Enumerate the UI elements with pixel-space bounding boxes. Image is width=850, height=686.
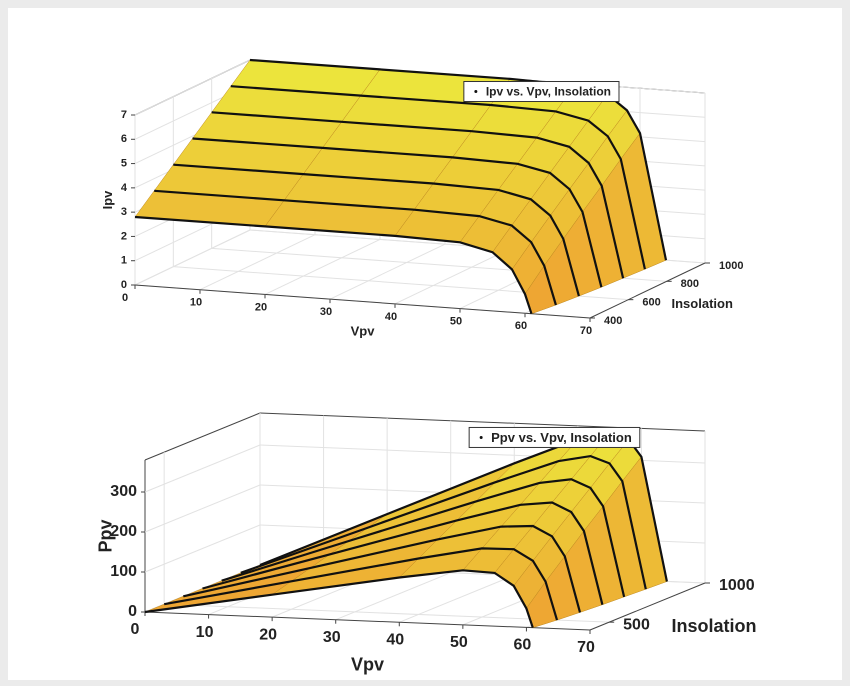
z-tick-label: 6 [121, 133, 127, 145]
legend: Ppv vs. Vpv, Insolation [468, 426, 641, 448]
z-tick-label: 5 [121, 157, 127, 169]
x-tick-label: 50 [450, 634, 468, 651]
x-tick-label: 70 [577, 639, 595, 656]
curve [144, 569, 534, 629]
x-tick-label: 70 [580, 325, 592, 337]
x-tick-label: 0 [122, 292, 128, 304]
grid-line [144, 444, 261, 493]
x-tick-label: 20 [255, 301, 267, 313]
y-tick-label: 1000 [719, 260, 743, 272]
z-tick-label: 3 [121, 206, 127, 218]
x-axis-label: Vpv [351, 655, 384, 675]
x-tick-label: 40 [386, 632, 404, 649]
y-tick-label: 500 [623, 616, 650, 633]
legend-box [463, 81, 620, 103]
y-axis [589, 262, 706, 319]
legend-box [468, 426, 641, 448]
z-tick-label: 1 [121, 255, 127, 267]
z-tick-label: 4 [121, 182, 128, 194]
x-tick-label: 50 [450, 315, 462, 327]
x-tick-label: 10 [190, 297, 202, 309]
x-tick-label: 30 [323, 629, 341, 646]
x-tick-label: 30 [320, 306, 332, 318]
y-tick-label: 600 [642, 297, 660, 309]
z-axis-label: Ppv [95, 519, 115, 552]
curve [173, 163, 580, 297]
grid-line [144, 484, 261, 533]
y-tick-label: 400 [604, 315, 622, 327]
y-tick-label: 1000 [719, 577, 755, 594]
z-tick-label: 0 [121, 279, 127, 291]
grid-line [134, 59, 251, 116]
z-tick-label: 7 [121, 109, 127, 121]
legend-marker [479, 435, 483, 439]
curve [154, 189, 557, 306]
legend-label: Ipv vs. Vpv, Insolation [486, 85, 611, 99]
curve [134, 215, 533, 315]
curve [164, 547, 559, 621]
y-axis-label: Insolation [672, 616, 757, 636]
curve [192, 137, 603, 288]
grid-line [394, 248, 511, 305]
curve [240, 454, 647, 590]
curve [183, 524, 582, 613]
z-tick-label: 0 [128, 603, 137, 620]
y-tick-label: 800 [681, 278, 699, 290]
z-tick-label: 300 [110, 483, 137, 500]
x-tick-label: 0 [131, 621, 140, 638]
grid-line [134, 229, 251, 286]
x-axis [134, 284, 591, 319]
y-axis-label: Insolation [672, 296, 733, 311]
legend-label: Ppv vs. Vpv, Insolation [491, 430, 632, 445]
curve [202, 501, 604, 605]
x-tick-label: 40 [385, 311, 397, 323]
x-axis-label: Vpv [351, 324, 376, 339]
curve [221, 478, 626, 598]
y-axis [589, 582, 706, 631]
x-tick-label: 10 [196, 624, 214, 641]
x-tick-label: 60 [515, 320, 527, 332]
z-tick-label: 200 [110, 523, 137, 540]
x-axis [144, 611, 591, 631]
legend: Ipv vs. Vpv, Insolation [463, 81, 620, 103]
grid-line [329, 243, 446, 300]
grid-line [199, 234, 316, 291]
z-tick-label: 2 [121, 230, 127, 242]
x-tick-label: 60 [514, 637, 532, 654]
x-tick-label: 20 [259, 626, 277, 643]
curve [230, 85, 646, 270]
grid-line [264, 238, 381, 295]
legend-marker [474, 90, 478, 94]
curve [211, 111, 625, 279]
grid-line [144, 524, 261, 573]
z-axis-label: Ipv [100, 190, 115, 210]
z-tick-label: 100 [110, 563, 137, 580]
